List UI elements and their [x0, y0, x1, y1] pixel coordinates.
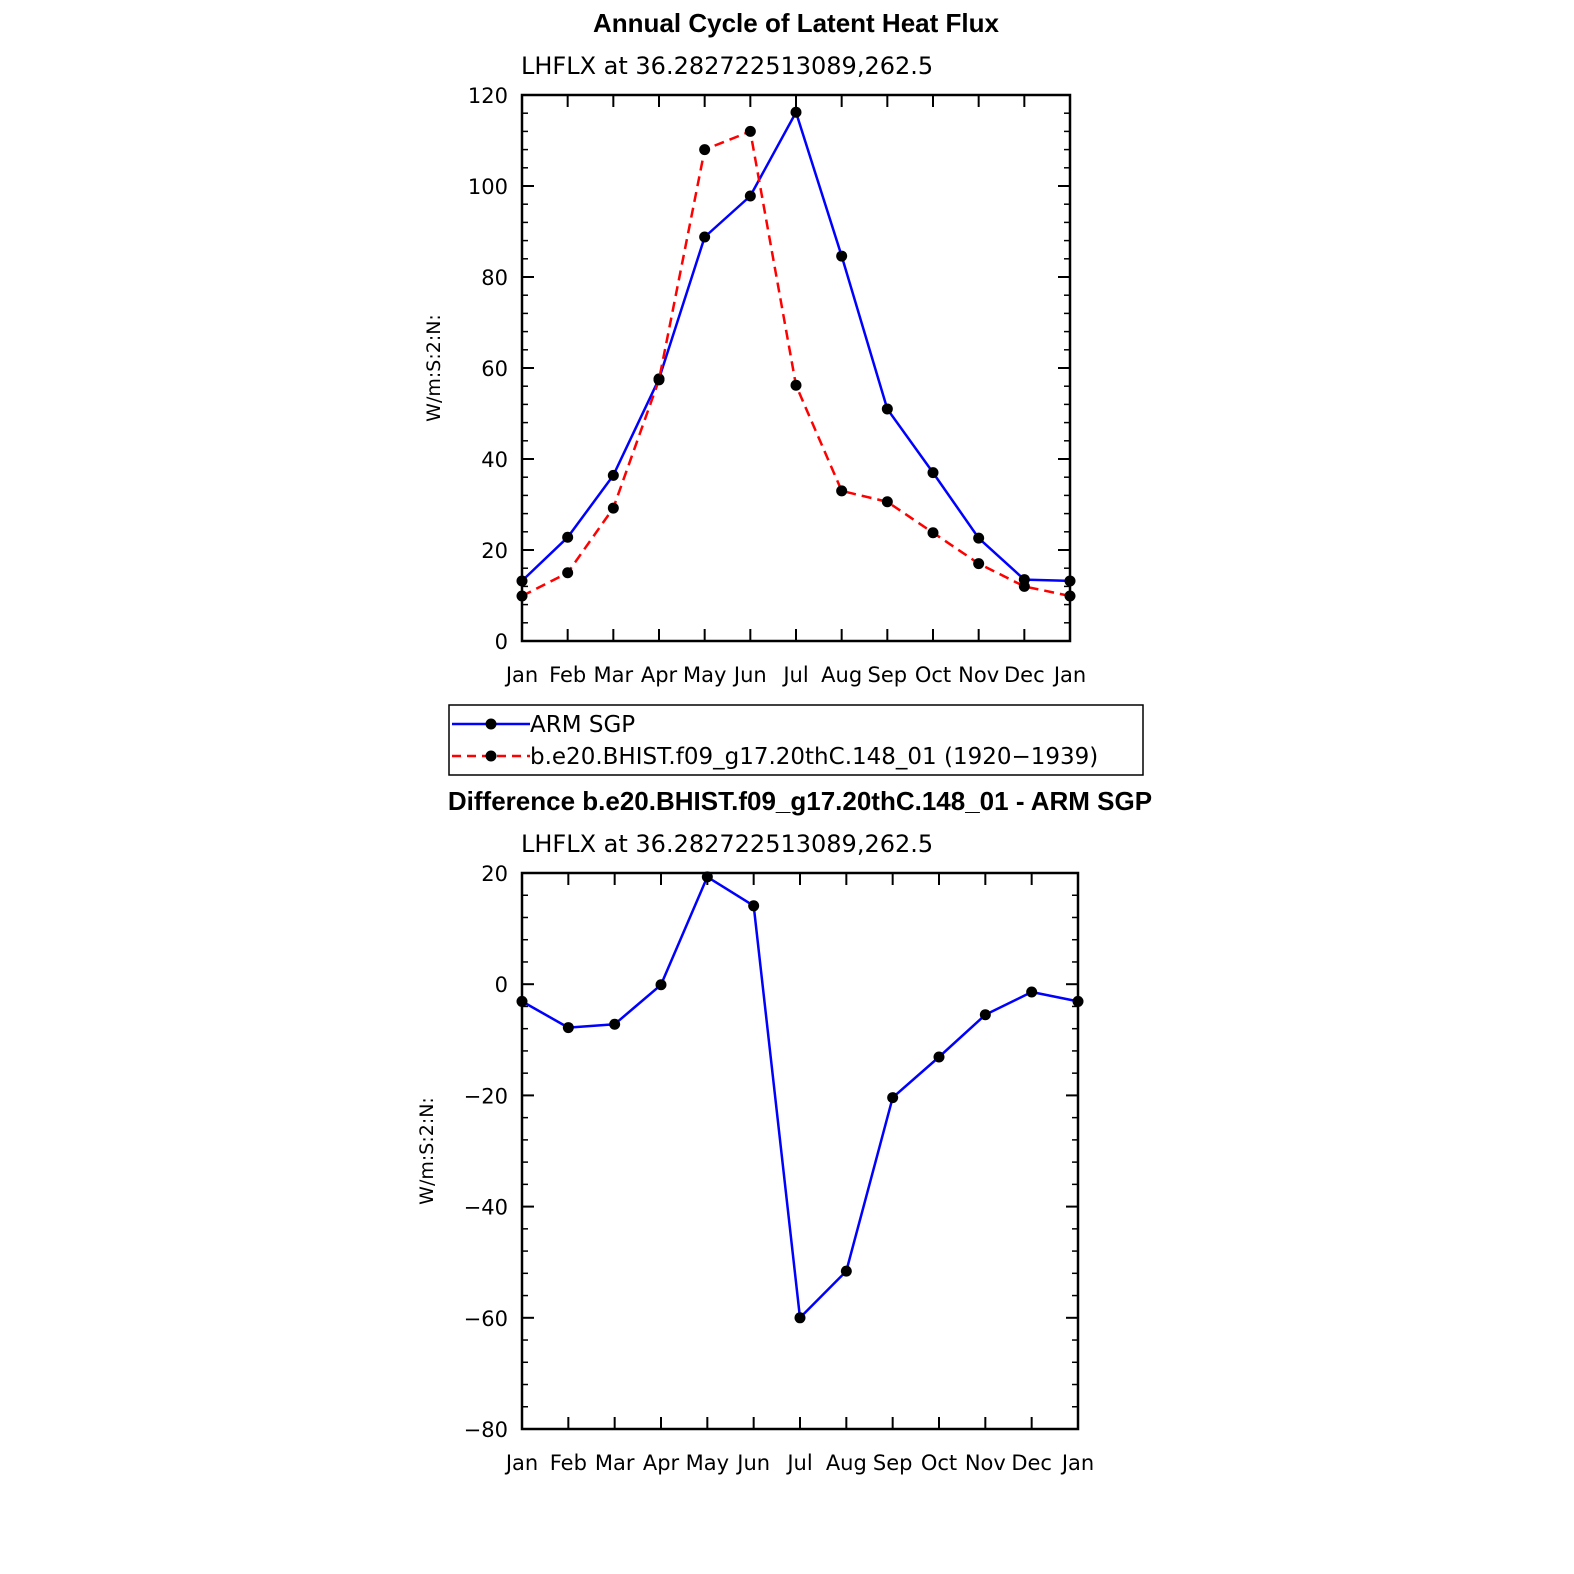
x-tick-label: Apr: [641, 663, 678, 687]
y-tick-label: 120: [468, 84, 508, 108]
data-point: [836, 250, 848, 262]
x-tick-label: May: [686, 1451, 729, 1475]
y-tick-label: −20: [464, 1084, 508, 1108]
x-tick-label: Jun: [732, 663, 767, 687]
x-tick-label: Apr: [643, 1451, 680, 1475]
x-tick-label: Oct: [921, 1451, 957, 1475]
series-line-1: [521, 130, 1071, 598]
x-tick-label: Jan: [504, 1451, 538, 1475]
legend-label-model: b.e20.BHIST.f09_g17.20thC.148_01 (1920−1…: [530, 744, 1098, 770]
y-tick-label: 60: [481, 357, 508, 381]
data-point: [927, 527, 939, 539]
y-tick-label: 20: [481, 539, 508, 563]
data-point: [790, 379, 802, 391]
data-point: [973, 532, 985, 544]
data-point: [973, 558, 985, 570]
chart-subtitle: LHFLX at 36.282722513089,262.5: [521, 52, 933, 80]
legend-box: [448, 704, 1144, 776]
data-point: [653, 374, 665, 386]
chart-title: Annual Cycle of Latent Heat Flux: [593, 8, 999, 38]
x-tick-label: Mar: [595, 1451, 635, 1475]
data-point: [607, 469, 619, 481]
x-tick-label: Nov: [965, 1451, 1006, 1475]
x-tick-label: Jan: [504, 663, 538, 687]
x-tick-label: Jun: [735, 1451, 770, 1475]
data-point: [562, 1022, 574, 1034]
legend-label-arm: ARM SGP: [530, 712, 635, 738]
data-point: [562, 531, 574, 543]
y-tick-label: 40: [481, 448, 508, 472]
series-line-0: [521, 111, 1071, 583]
data-point: [699, 144, 711, 156]
x-tick-label: Mar: [594, 663, 634, 687]
y-tick-label: 0: [495, 973, 508, 997]
data-point: [887, 1092, 899, 1104]
y-tick-label: −80: [464, 1418, 508, 1442]
x-tick-label: Jan: [1052, 663, 1086, 687]
plot-frame: [520, 871, 1080, 1431]
data-point: [790, 106, 802, 118]
series-layer: [516, 106, 1076, 602]
data-point: [933, 1051, 945, 1063]
x-tick-label: Feb: [550, 1451, 587, 1475]
x-tick-label: Feb: [549, 663, 586, 687]
data-point: [1026, 986, 1038, 998]
data-point: [881, 496, 893, 508]
difference-chart: Difference b.e20.BHIST.f09_g17.20thC.148…: [416, 786, 1152, 1475]
chart-title: Difference b.e20.BHIST.f09_g17.20thC.148…: [448, 786, 1152, 816]
data-point: [881, 403, 893, 415]
x-tick-label: Dec: [1004, 663, 1045, 687]
series-layer: [516, 871, 1084, 1324]
data-point: [794, 1312, 806, 1324]
y-tick-label: −60: [464, 1307, 508, 1331]
y-tick-label: −40: [464, 1196, 508, 1220]
y-ticks: −80 −60 −40 −20 0 20: [464, 862, 1078, 1442]
data-point: [748, 900, 760, 912]
x-ticks: Jan Feb Mar Apr May Jun Jul Aug Sep Oct Nov Dec Jan: [504, 873, 1094, 1475]
legend-marker-model: [485, 750, 497, 762]
y-tick-label: 100: [468, 175, 508, 199]
y-axis-label: W/m:S:2:N:: [423, 314, 445, 422]
y-tick-label: 0: [495, 630, 508, 654]
data-point: [699, 231, 711, 243]
data-point: [979, 1009, 991, 1021]
x-tick-label: Sep: [873, 1451, 913, 1475]
data-point: [744, 190, 756, 202]
x-tick-label: Jan: [1060, 1451, 1094, 1475]
data-point: [607, 502, 619, 514]
annual-cycle-chart: Annual Cycle of Latent Heat Flux LHFLX a…: [423, 8, 1086, 687]
x-ticks: Jan Feb Mar Apr May Jun Jul Aug Sep Oct Nov Dec Jan: [504, 95, 1086, 687]
data-point: [840, 1265, 852, 1277]
legend-marker-arm: [485, 718, 497, 730]
x-tick-label: Aug: [826, 1451, 867, 1475]
series-line-0: [521, 875, 1079, 1320]
legend: ARM SGP b.e20.BHIST.f09_g17.20thC.148_01…: [448, 704, 1144, 776]
data-point: [1018, 580, 1030, 592]
x-tick-label: Jul: [781, 663, 808, 687]
x-tick-label: Nov: [958, 663, 999, 687]
x-tick-label: Aug: [821, 663, 862, 687]
plot-frame: [520, 93, 1072, 643]
x-tick-label: Jul: [785, 1451, 812, 1475]
x-tick-label: Dec: [1011, 1451, 1052, 1475]
chart-subtitle: LHFLX at 36.282722513089,262.5: [521, 830, 933, 858]
y-tick-label: 20: [481, 862, 508, 886]
data-point: [836, 485, 848, 497]
data-point: [562, 567, 574, 579]
y-tick-label: 80: [481, 266, 508, 290]
x-tick-label: May: [683, 663, 726, 687]
x-tick-label: Sep: [868, 663, 908, 687]
data-point: [655, 979, 667, 991]
data-point: [927, 467, 939, 479]
y-axis-label: W/m:S:2:N:: [416, 1097, 438, 1205]
data-point: [744, 125, 756, 137]
x-tick-label: Oct: [915, 663, 951, 687]
data-point: [609, 1018, 621, 1030]
